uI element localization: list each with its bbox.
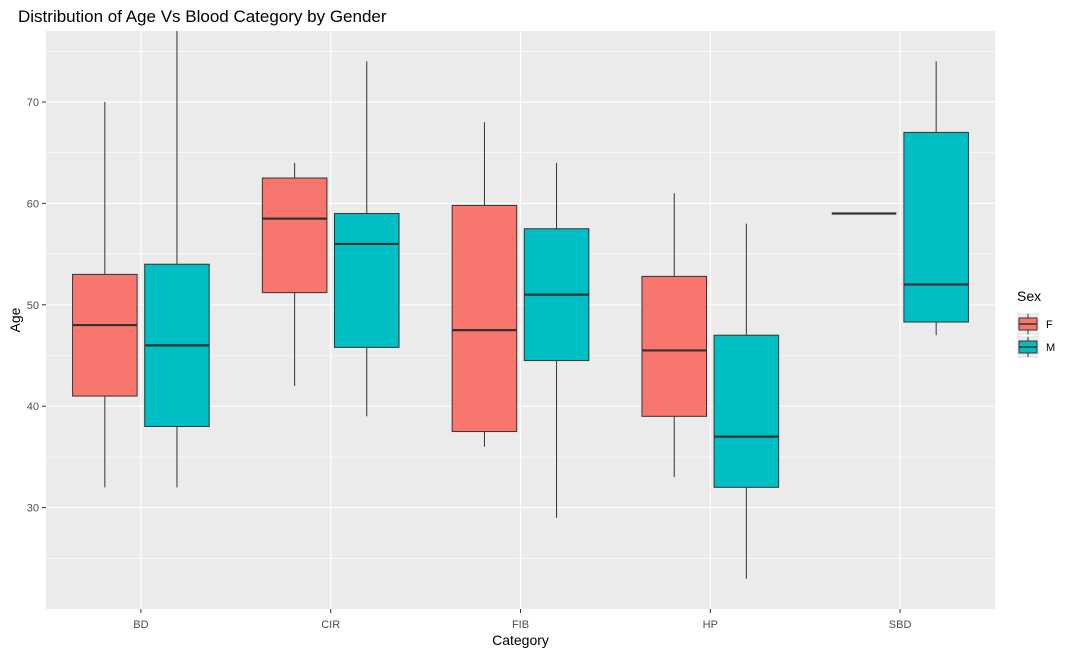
box-body — [641, 275, 708, 417]
box-body — [713, 334, 780, 488]
y-tick-label: 70 — [27, 97, 39, 109]
box-F-HP — [641, 193, 708, 478]
legend-label: M — [1046, 342, 1055, 354]
box-body — [261, 177, 328, 294]
legend: Sex FM — [1017, 288, 1055, 358]
x-tick-label: BD — [133, 619, 148, 631]
axes: 30 40 50 60 70 BD CIR FIB HP SBD — [27, 97, 912, 631]
box-M-SBD — [903, 61, 969, 336]
box-F-BD — [72, 101, 138, 488]
x-tick-label: FIB — [512, 619, 529, 631]
box-M-BD — [144, 31, 210, 488]
box-body — [903, 131, 969, 323]
box-body — [333, 213, 400, 348]
box-M-FIB — [523, 162, 590, 518]
legend-title: Sex — [1017, 288, 1041, 304]
legend-label: F — [1046, 319, 1053, 331]
y-axis-title: Age — [7, 307, 23, 332]
y-tick-label: 40 — [27, 401, 39, 413]
box-body — [451, 204, 518, 433]
y-tick-label: 30 — [27, 503, 39, 515]
y-tick-label: 50 — [27, 300, 39, 312]
x-tick-label: HP — [703, 619, 718, 631]
x-tick-label: CIR — [321, 619, 340, 631]
box-M-HP — [713, 223, 780, 579]
box-F-CIR — [261, 162, 328, 386]
x-axis-title: Category — [492, 632, 549, 648]
x-tick-label: SBD — [889, 619, 912, 631]
chart-title: Distribution of Age Vs Blood Category by… — [18, 7, 387, 26]
legend-item-F: F — [1017, 313, 1053, 335]
box-F-FIB — [451, 122, 518, 447]
box-M-CIR — [333, 61, 400, 417]
y-tick-label: 60 — [27, 198, 39, 210]
legend-item-M: M — [1017, 336, 1055, 358]
box-layer — [72, 31, 969, 579]
box-body — [72, 273, 138, 397]
